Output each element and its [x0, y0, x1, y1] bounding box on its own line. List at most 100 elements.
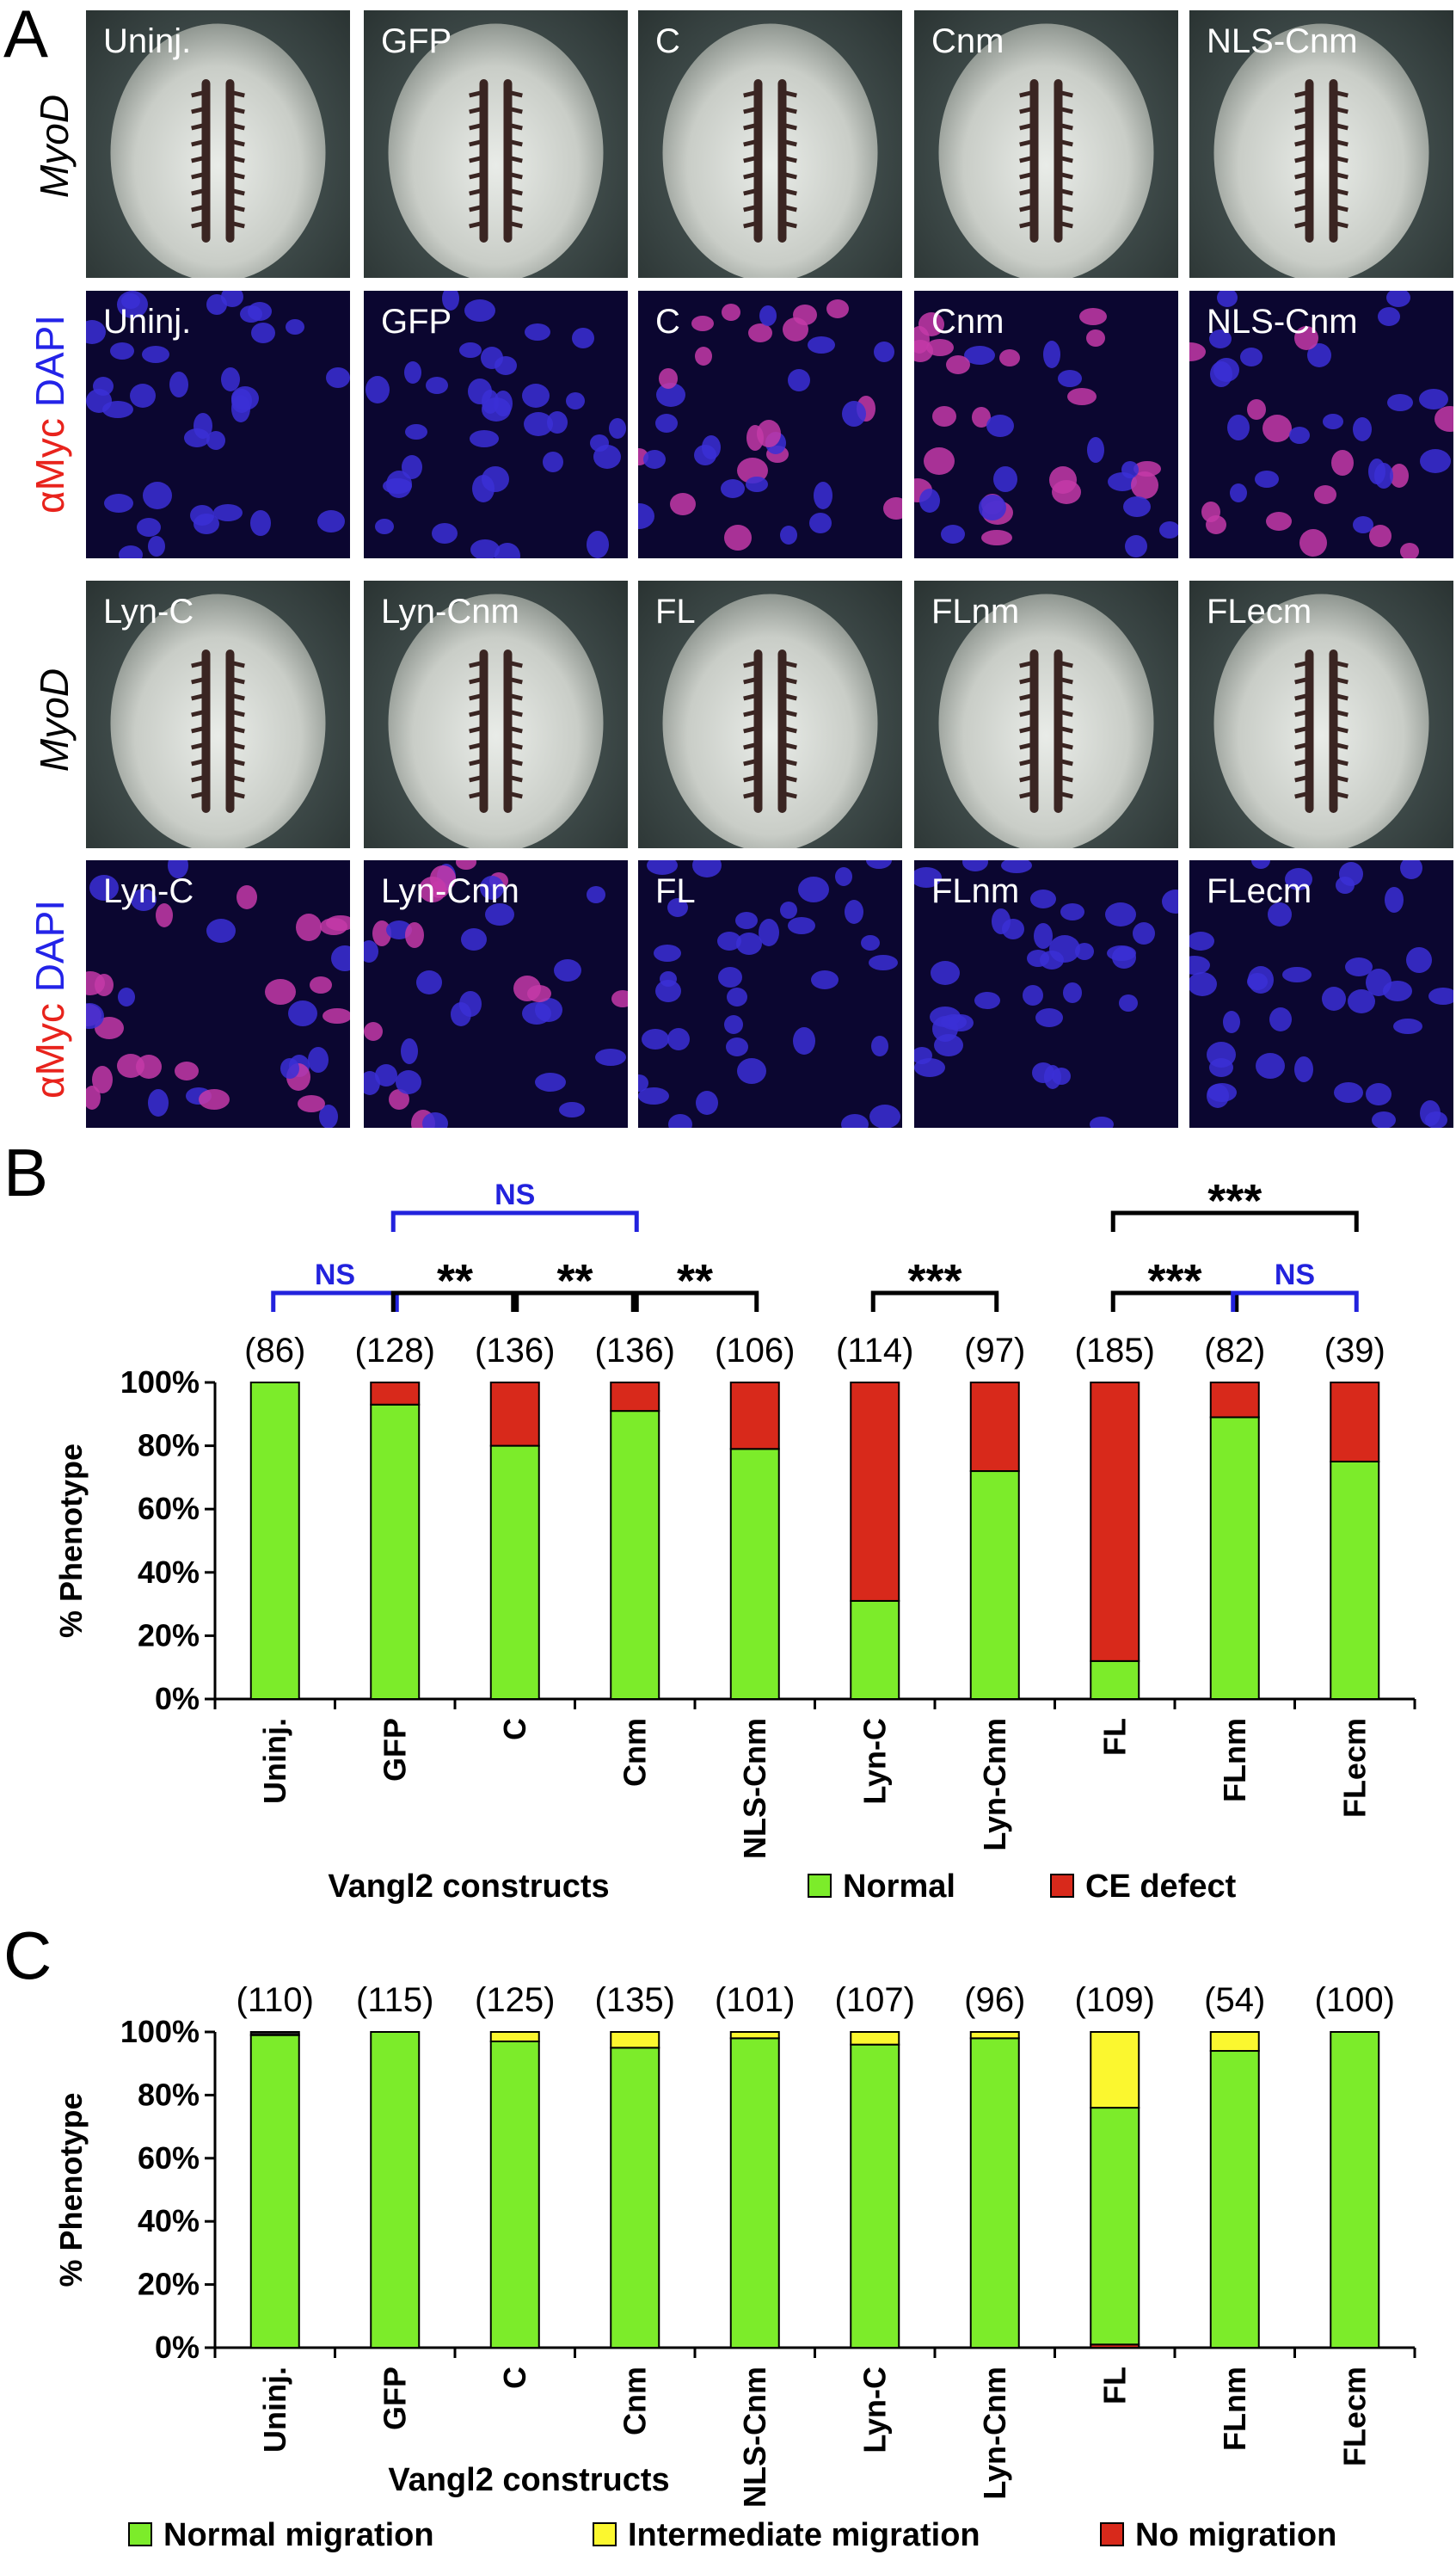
category-label: Lyn-Cnm [977, 1718, 1012, 1851]
somite-stripe [1057, 171, 1073, 180]
somite-stripe [229, 188, 245, 196]
tile-label: Uninj. [103, 22, 192, 60]
somite-column [1329, 79, 1338, 243]
legend-swatch [128, 2522, 152, 2546]
micrograph [914, 860, 1178, 1128]
count-label: (86) [244, 1332, 305, 1370]
nucleus [566, 392, 585, 409]
nucleus [130, 384, 156, 408]
somite-stripe [507, 660, 523, 668]
nucleus [442, 291, 459, 311]
significance-bracket [1110, 1210, 1359, 1232]
bar-segment [489, 1444, 540, 1700]
nucleus [1090, 1117, 1114, 1128]
somite-stripe [743, 725, 759, 734]
somite-stripe [743, 709, 759, 717]
nucleus [874, 342, 894, 362]
nucleus [86, 1086, 101, 1110]
somite-stripe [1057, 725, 1073, 734]
somite-stripe [1019, 660, 1035, 668]
amyc-label: αMyc [28, 1003, 72, 1099]
panel-label-b: B [3, 1135, 49, 1210]
somite-stripe [1057, 155, 1073, 163]
somite-stripe [1294, 220, 1311, 229]
nucleus [1133, 922, 1155, 945]
nucleus [1334, 1082, 1363, 1103]
bar-segment [969, 2031, 1020, 2040]
nucleus [1023, 985, 1043, 1006]
myod-image-flnm: FLnm [914, 581, 1178, 848]
count-label: (136) [595, 1332, 675, 1370]
somite-stripe [1294, 122, 1311, 131]
immunostain-image-nls-cnm: NLS-Cnm [1189, 291, 1453, 558]
somite-column [225, 649, 235, 813]
count-label: (96) [964, 1981, 1025, 2019]
tile-label: NLS-Cnm [1207, 22, 1358, 60]
somite-stripe [1294, 709, 1311, 717]
nucleus [793, 305, 817, 325]
micrograph [662, 23, 878, 278]
tile-label: Cnm [931, 303, 1004, 341]
nucleus [746, 477, 768, 492]
somite-stripe [191, 676, 207, 685]
somite-stripe [1019, 171, 1035, 180]
nucleus [513, 976, 541, 1001]
nucleus [121, 293, 140, 309]
somite-column [479, 79, 488, 243]
nucleus [981, 530, 1012, 545]
somite-stripe [507, 791, 523, 799]
somite-stripe [781, 758, 797, 766]
count-label: (101) [715, 1981, 795, 2019]
somite-stripe [1332, 693, 1348, 701]
bar-segment [850, 1599, 900, 1700]
somite-stripe [229, 660, 245, 668]
nucleus [642, 1029, 669, 1050]
somite-stripe [191, 660, 207, 668]
somite-stripe [1332, 742, 1348, 750]
somite-stripe [507, 106, 523, 114]
somite-stripe [1057, 791, 1073, 799]
panel-a: A MyoD αMyc DAPI MyoD αMyc DAPI Uninj. GF… [0, 0, 1456, 1136]
nucleus [587, 531, 609, 558]
tile-label: Cnm [931, 22, 1004, 60]
category-label: Lyn-Cnm [977, 2367, 1012, 2500]
somite-stripe [191, 742, 207, 750]
somite-stripe [1332, 139, 1348, 147]
immunostain-image-fl: FL [638, 860, 902, 1128]
nucleus [866, 860, 892, 869]
somite-stripe [1332, 676, 1348, 685]
category-label: Uninj. [257, 2367, 292, 2453]
micrograph [938, 594, 1154, 848]
significance-bracket [511, 1290, 639, 1312]
embryo-shape [388, 594, 604, 848]
somite-stripe [781, 89, 797, 98]
micrograph [662, 594, 878, 848]
tile-label: GFP [381, 303, 452, 341]
somite-stripe [1019, 742, 1035, 750]
immunostain-image-cnm: Cnm [914, 291, 1178, 558]
nucleus [1035, 1008, 1063, 1027]
count-label: (106) [715, 1332, 795, 1370]
bar-segment [729, 2031, 780, 2040]
nucleus [213, 504, 243, 521]
somite-stripe [1057, 220, 1073, 229]
nucleus [1067, 388, 1097, 405]
nucleus [1112, 946, 1136, 969]
nucleus [999, 349, 1020, 366]
somite-stripe [743, 155, 759, 163]
somite-stripe [1057, 89, 1073, 98]
micrograph [110, 594, 326, 848]
somite-stripe [1332, 660, 1348, 668]
somite-stripe [781, 791, 797, 799]
nucleus [1079, 308, 1107, 325]
nucleus [364, 1071, 380, 1095]
somite-stripe [1019, 155, 1035, 163]
nucleus [554, 959, 581, 982]
somite-stripe [191, 758, 207, 766]
nucleus [206, 919, 236, 943]
significance-bracket [1110, 1290, 1239, 1312]
somite-stripe [1332, 155, 1348, 163]
nucleus [308, 1047, 329, 1073]
nucleus [724, 1015, 743, 1034]
nucleus [869, 955, 898, 970]
